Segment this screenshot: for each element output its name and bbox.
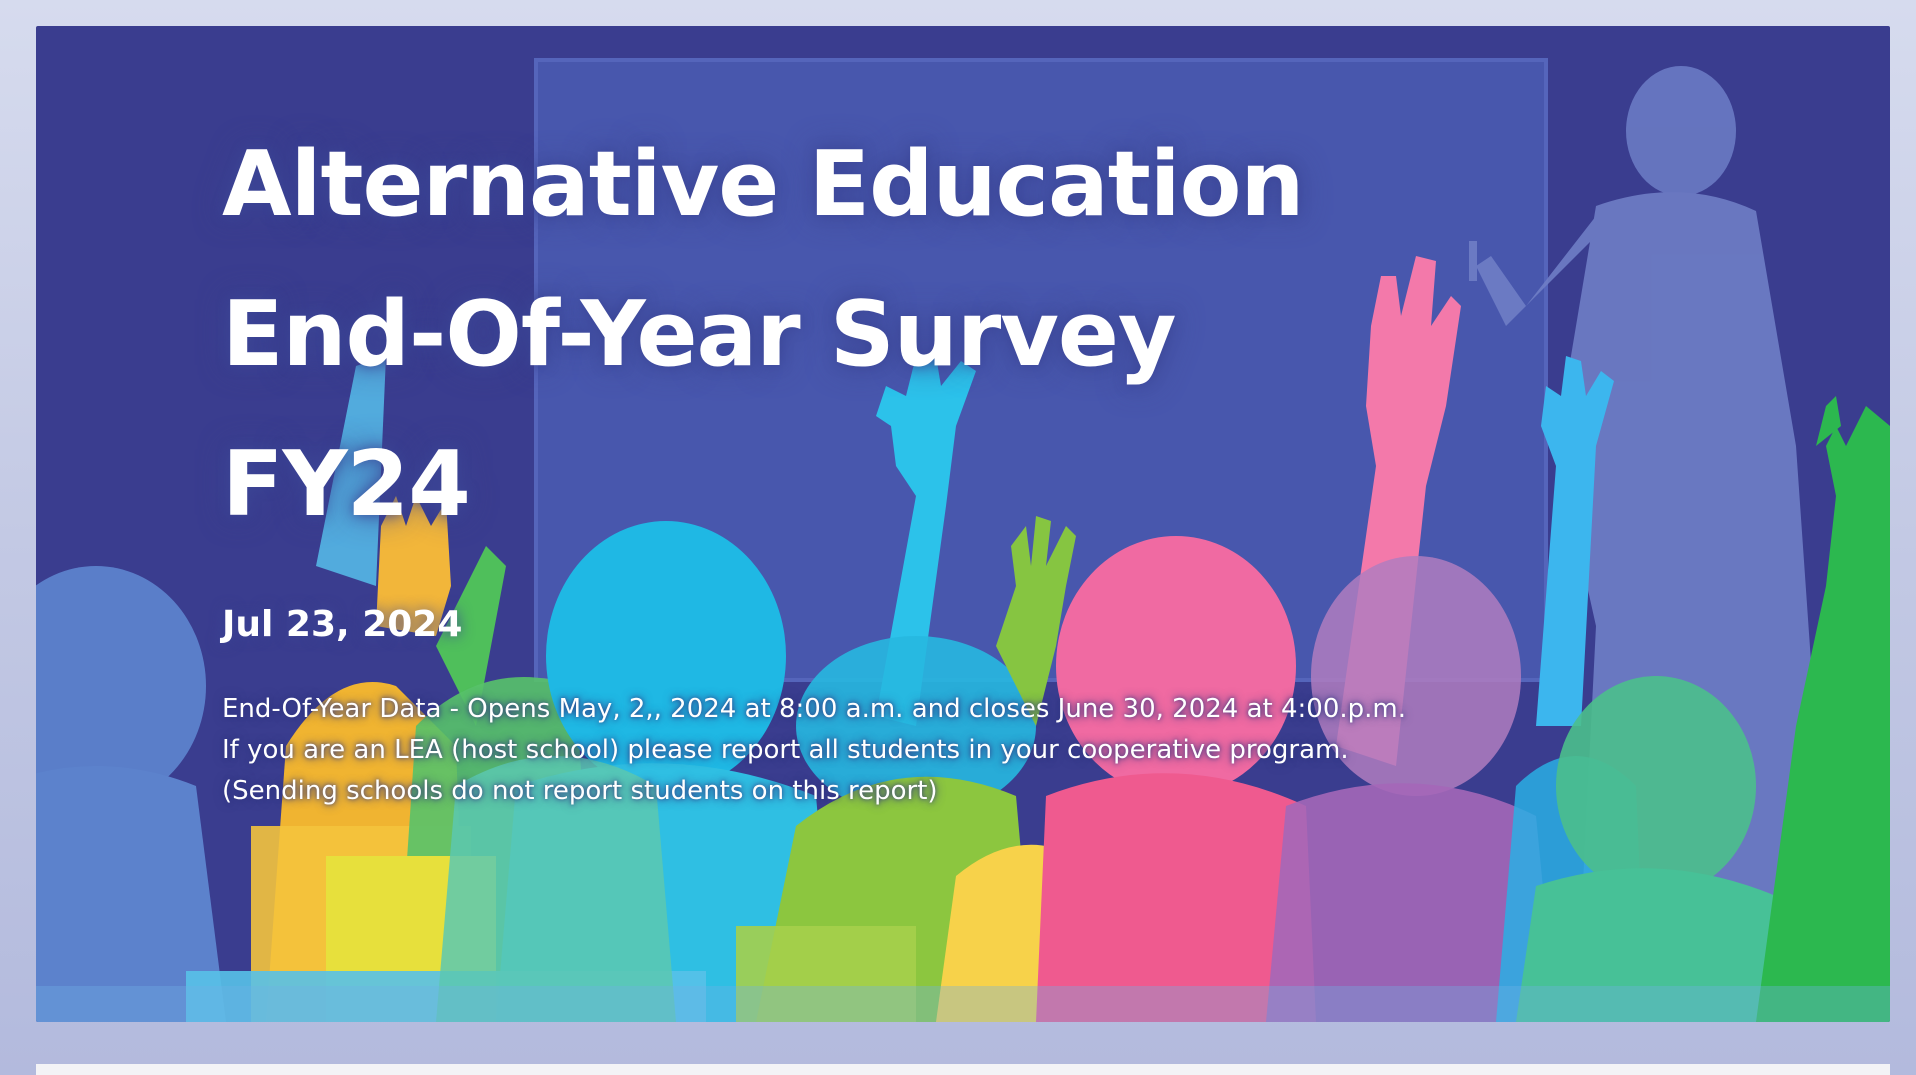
survey-title: Alternative Education End-Of-Year Survey…: [222, 110, 1522, 560]
survey-banner: Alternative Education End-Of-Year Survey…: [36, 26, 1890, 1022]
survey-description: End-Of-Year Data - Opens May, 2,, 2024 a…: [222, 689, 1522, 812]
banner-text: Alternative Education End-Of-Year Survey…: [222, 110, 1522, 812]
title-line-1: Alternative Education: [222, 132, 1305, 237]
description-line-3: (Sending schools do not report students …: [222, 776, 938, 806]
description-line-2: If you are an LEA (host school) please r…: [222, 735, 1349, 765]
survey-date: Jul 23, 2024: [222, 604, 463, 645]
title-line-3: FY24: [222, 432, 471, 537]
title-line-2: End-Of-Year Survey: [222, 282, 1177, 387]
content-panel-edge: [36, 1064, 1890, 1075]
description-line-1: End-Of-Year Data - Opens May, 2,, 2024 a…: [222, 694, 1407, 724]
classroom-illustration: [36, 58, 1890, 1022]
